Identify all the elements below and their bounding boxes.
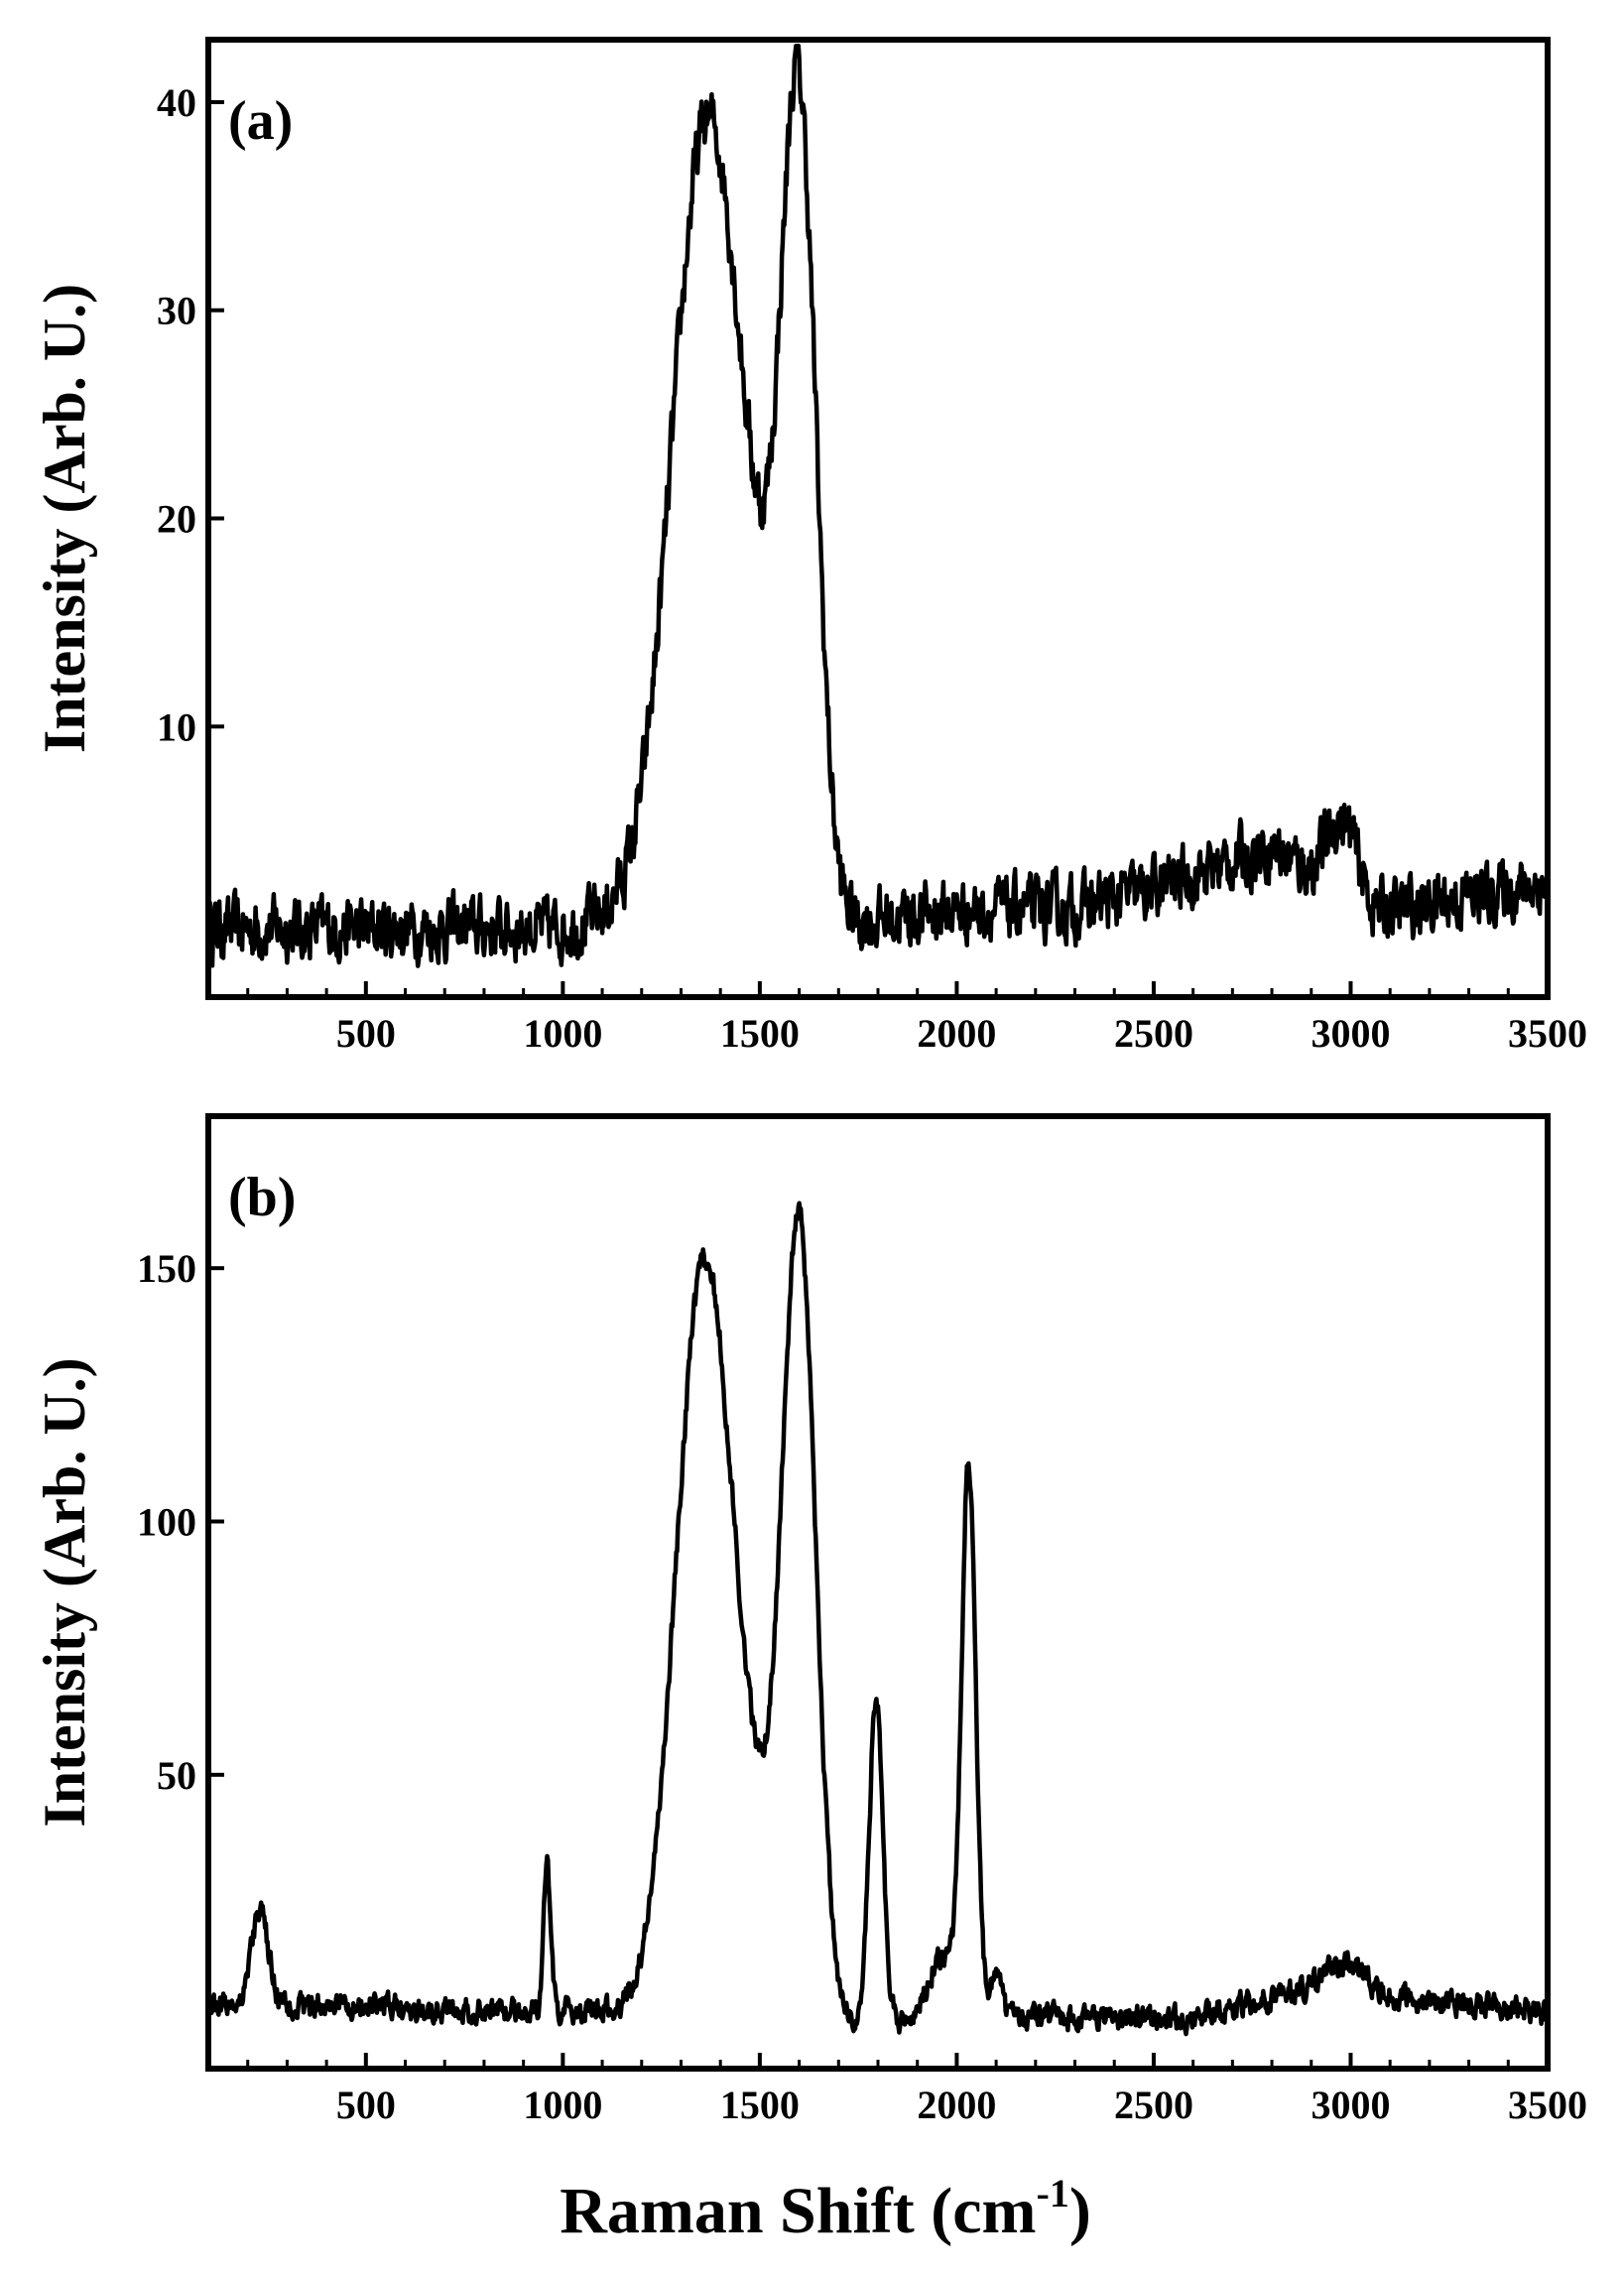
x-axis-title: Raman Shift (cm-1) bbox=[560, 2171, 1091, 2247]
y-tick-label: 150 bbox=[137, 1246, 196, 1291]
y-tick-label: 10 bbox=[157, 704, 196, 749]
panel-label: (a) bbox=[228, 90, 293, 152]
x-axis-title-main: Raman Shift (cm bbox=[560, 2175, 1036, 2247]
x-tick-label: 2500 bbox=[1114, 1011, 1193, 1056]
y-tick-label: 50 bbox=[157, 1753, 196, 1798]
x-tick-label: 1500 bbox=[720, 1011, 800, 1056]
panel-b: 500 1000 1500 2000 2500 3000 3500 50 100 150 (b) In… bbox=[32, 1113, 1587, 2127]
x-tick-label: 2000 bbox=[917, 1011, 996, 1056]
x-tick-label: 3000 bbox=[1311, 2083, 1390, 2127]
x-tick-label: 1000 bbox=[523, 2083, 602, 2127]
x-tick-label: 1500 bbox=[720, 2083, 800, 2127]
x-tick-label: 3500 bbox=[1508, 1011, 1587, 1056]
y-tick-label: 30 bbox=[157, 289, 196, 333]
panel-a: 500 1000 1500 2000 2500 3000 3500 10 20 30 40 (a) In… bbox=[32, 37, 1587, 1056]
x-tick-label: 500 bbox=[336, 1011, 396, 1056]
x-tick-label: 3000 bbox=[1311, 1011, 1390, 1056]
panel-label: (b) bbox=[228, 1167, 296, 1228]
plot-frame bbox=[205, 1113, 1551, 2072]
x-tick-label: 2500 bbox=[1114, 2083, 1193, 2127]
x-tick-label: 2000 bbox=[917, 2083, 996, 2127]
plot-frame bbox=[205, 37, 1551, 1000]
y-axis-title: Intensity (Arb. U.) bbox=[32, 284, 97, 753]
y-tick-label: 100 bbox=[137, 1500, 196, 1545]
y-tick-label: 40 bbox=[157, 80, 196, 125]
y-tick-label: 20 bbox=[157, 497, 196, 542]
x-axis-title-sup: -1 bbox=[1037, 2171, 1069, 2215]
spectrum-line bbox=[205, 1201, 1551, 2037]
y-axis-title: Intensity (Arb. U.) bbox=[32, 1357, 97, 1827]
x-axis-title-close: ) bbox=[1069, 2175, 1091, 2247]
x-tick-label: 3500 bbox=[1508, 2083, 1587, 2127]
x-tick-label: 500 bbox=[336, 2083, 396, 2127]
spectrum-line bbox=[205, 44, 1551, 968]
x-tick-label: 1000 bbox=[523, 1011, 602, 1056]
